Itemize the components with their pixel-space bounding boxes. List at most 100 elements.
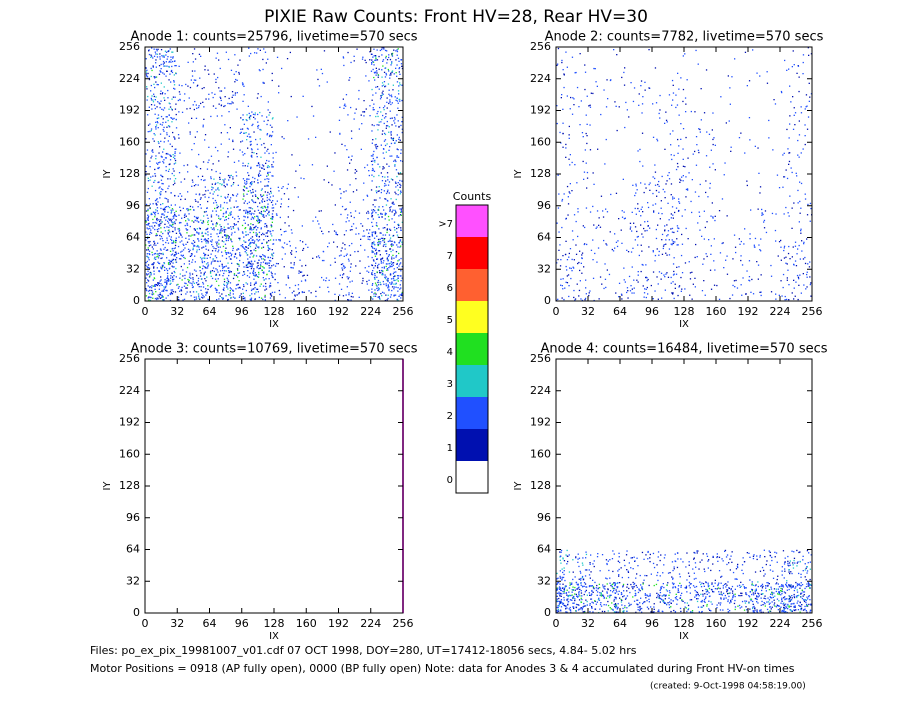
footer-line: Motor Positions = 0918 (AP fully open), … [90, 662, 795, 675]
colorbar-swatch [456, 461, 488, 493]
x-tick-label: 160 [296, 305, 317, 318]
colorbar-label: 7 [447, 251, 453, 262]
panel-title: Anode 2: counts=7782, livetime=570 secs [545, 30, 824, 45]
y-tick-label: 128 [119, 167, 140, 180]
panel-title: Anode 1: counts=25796, livetime=570 secs [130, 30, 417, 45]
y-tick-label: 192 [119, 104, 140, 117]
y-tick-label: 0 [544, 606, 551, 619]
x-tick-label: 64 [613, 617, 627, 630]
colorbar-title: Counts [453, 190, 492, 203]
y-tick-label: 32 [537, 574, 551, 587]
y-tick-label: 128 [530, 479, 551, 492]
x-tick-label: 128 [264, 305, 285, 318]
colorbar-swatch [456, 269, 488, 301]
y-tick-label: 256 [530, 352, 551, 365]
y-tick-label: 96 [537, 511, 551, 524]
y-tick-label: 224 [530, 72, 551, 85]
x-tick-label: 192 [738, 617, 759, 630]
y-tick-label: 192 [530, 416, 551, 429]
x-tick-label: 256 [802, 617, 823, 630]
y-axis-label: IY [513, 481, 524, 491]
x-tick-label: 256 [802, 305, 823, 318]
x-tick-label: 0 [553, 305, 560, 318]
y-tick-label: 0 [133, 606, 140, 619]
y-tick-label: 160 [119, 135, 140, 148]
y-tick-label: 160 [530, 135, 551, 148]
x-tick-label: 0 [142, 617, 149, 630]
colorbar-swatch [456, 237, 488, 269]
y-tick-label: 192 [530, 104, 551, 117]
y-tick-label: 256 [530, 40, 551, 53]
y-tick-label: 96 [537, 199, 551, 212]
x-tick-label: 0 [142, 305, 149, 318]
y-tick-label: 224 [119, 72, 140, 85]
y-tick-label: 96 [126, 511, 140, 524]
x-tick-label: 256 [393, 617, 414, 630]
colorbar-swatch [456, 205, 488, 237]
y-tick-label: 224 [530, 384, 551, 397]
colorbar-label: 0 [447, 475, 453, 486]
y-tick-label: 128 [530, 167, 551, 180]
x-tick-label: 96 [645, 305, 659, 318]
x-tick-label: 128 [674, 617, 695, 630]
colorbar-swatch [456, 333, 488, 365]
y-tick-label: 64 [537, 231, 551, 244]
colorbar-label: 5 [447, 315, 453, 326]
x-tick-label: 160 [706, 305, 727, 318]
x-tick-label: 160 [296, 617, 317, 630]
y-tick-label: 224 [119, 384, 140, 397]
x-tick-label: 128 [674, 305, 695, 318]
x-axis-label: IX [679, 319, 689, 330]
y-tick-label: 192 [119, 416, 140, 429]
y-tick-label: 32 [537, 262, 551, 275]
y-tick-label: 96 [126, 199, 140, 212]
y-tick-label: 32 [126, 574, 140, 587]
y-tick-label: 64 [126, 231, 140, 244]
y-axis-label: IY [102, 169, 113, 179]
y-tick-label: 160 [530, 447, 551, 460]
x-tick-label: 192 [328, 617, 349, 630]
x-tick-label: 64 [203, 305, 217, 318]
colorbar-label: >7 [438, 219, 453, 230]
y-tick-label: 160 [119, 447, 140, 460]
x-tick-label: 32 [581, 617, 595, 630]
y-tick-label: 64 [126, 543, 140, 556]
panel-title: Anode 4: counts=16484, livetime=570 secs [540, 342, 827, 357]
x-tick-label: 96 [235, 617, 249, 630]
x-tick-label: 128 [264, 617, 285, 630]
x-tick-label: 32 [170, 617, 184, 630]
x-axis-label: IX [679, 631, 689, 642]
colorbar-swatch [456, 301, 488, 333]
x-tick-label: 32 [170, 305, 184, 318]
colorbar-label: 2 [447, 411, 453, 422]
footer-line: Files: po_ex_pix_19981007_v01.cdf 07 OCT… [90, 644, 637, 657]
y-tick-label: 32 [126, 262, 140, 275]
colorbar-label: 6 [447, 283, 453, 294]
colorbar-label: 1 [447, 443, 453, 454]
y-tick-label: 256 [119, 40, 140, 53]
x-tick-label: 64 [613, 305, 627, 318]
x-tick-label: 224 [770, 617, 791, 630]
figure-title: PIXIE Raw Counts: Front HV=28, Rear HV=3… [264, 7, 648, 27]
y-axis-label: IY [513, 169, 524, 179]
colorbar-swatch [456, 397, 488, 429]
y-tick-label: 0 [133, 294, 140, 307]
x-tick-label: 224 [770, 305, 791, 318]
colorbar-swatch [456, 429, 488, 461]
x-axis-label: IX [269, 319, 279, 330]
x-tick-label: 0 [553, 617, 560, 630]
colorbar-label: 3 [447, 379, 453, 390]
y-tick-label: 128 [119, 479, 140, 492]
x-tick-label: 192 [738, 305, 759, 318]
y-tick-label: 256 [119, 352, 140, 365]
y-axis-label: IY [102, 481, 113, 491]
panel-title: Anode 3: counts=10769, livetime=570 secs [130, 342, 417, 357]
y-tick-label: 64 [537, 543, 551, 556]
x-tick-label: 96 [235, 305, 249, 318]
x-axis-label: IX [269, 631, 279, 642]
x-tick-label: 256 [393, 305, 414, 318]
x-tick-label: 96 [645, 617, 659, 630]
colorbar-label: 4 [447, 347, 453, 358]
